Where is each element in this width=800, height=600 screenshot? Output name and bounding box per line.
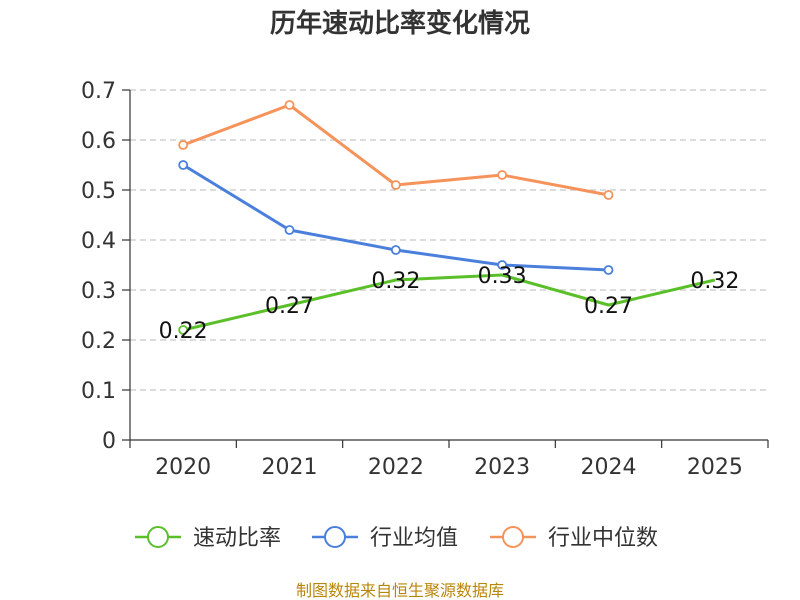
x-tick-label: 2023 [474, 455, 530, 480]
legend-label: 行业中位数 [548, 526, 658, 551]
x-tick-label: 2020 [155, 455, 211, 480]
data-point[interactable] [284, 100, 295, 110]
data-label: 0.33 [478, 264, 527, 289]
legend[interactable]: 速动比率 行业均值 行业中位数 [135, 526, 658, 551]
data-labels: 0.22 0.27 0.32 0.33 0.27 0.32 [159, 264, 740, 344]
data-point[interactable] [497, 260, 508, 270]
legend-item-1[interactable]: 行业均值 [312, 526, 458, 551]
data-label: 0.27 [265, 294, 314, 319]
data-point[interactable] [284, 225, 295, 235]
y-tick-label: 0.6 [81, 129, 116, 154]
data-point[interactable] [603, 265, 614, 275]
data-point[interactable] [178, 140, 189, 150]
data-point[interactable] [178, 325, 189, 335]
legend-marker [147, 526, 169, 548]
y-tick-label: 0.5 [81, 179, 116, 204]
y-axis: 0 0.1 0.2 0.3 0.4 0.5 0.6 0.7 [81, 79, 131, 454]
y-tick-label: 0.4 [81, 229, 116, 254]
data-label: 0.27 [584, 294, 633, 319]
series-layer [178, 100, 716, 335]
y-tick-label: 0.7 [81, 79, 116, 104]
x-tick-label: 2021 [262, 455, 318, 480]
data-point[interactable] [497, 170, 508, 180]
legend-item-0[interactable]: 速动比率 [135, 526, 281, 551]
y-tick-label: 0 [102, 429, 116, 454]
source-note: 制图数据来自恒生聚源数据库 [296, 581, 504, 600]
data-point[interactable] [603, 190, 614, 200]
gridlines [130, 89, 768, 391]
data-point[interactable] [390, 245, 401, 255]
data-label: 0.32 [690, 269, 739, 294]
x-tick-label: 2025 [687, 455, 743, 480]
x-tick-label: 2024 [581, 455, 637, 480]
y-tick-label: 0.3 [81, 279, 116, 304]
y-tick-label: 0.2 [81, 329, 116, 354]
data-label: 0.32 [371, 269, 420, 294]
chart-title: 历年速动比率变化情况 [270, 8, 530, 39]
y-tick-label: 0.1 [81, 379, 116, 404]
data-label: 0.22 [159, 319, 208, 344]
x-tick-label: 2022 [368, 455, 424, 480]
legend-label: 行业均值 [370, 526, 458, 551]
legend-label: 速动比率 [193, 526, 281, 551]
x-axis: 2020 2021 2022 2023 2024 2025 [129, 439, 769, 480]
legend-item-2[interactable]: 行业中位数 [490, 526, 658, 551]
data-point[interactable] [390, 180, 401, 190]
data-point[interactable] [178, 160, 189, 170]
legend-marker [502, 526, 524, 548]
series-line-0 [182, 273, 716, 332]
legend-marker [324, 526, 346, 548]
